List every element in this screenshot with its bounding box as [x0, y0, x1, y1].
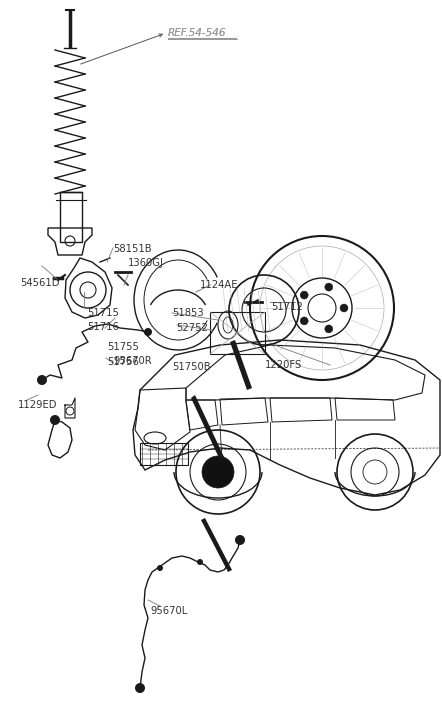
Text: 51712: 51712 — [271, 302, 303, 312]
Circle shape — [135, 683, 145, 693]
Polygon shape — [191, 395, 224, 460]
Circle shape — [202, 456, 234, 488]
Bar — [210, 312, 265, 354]
Bar — [140, 443, 188, 465]
Text: 52752: 52752 — [176, 323, 208, 333]
Text: 51715: 51715 — [87, 308, 119, 318]
Text: 1360GJ: 1360GJ — [128, 258, 164, 268]
Text: 58151B: 58151B — [113, 244, 152, 254]
Circle shape — [50, 415, 60, 425]
Text: 54561D: 54561D — [20, 278, 60, 288]
Text: 1124AE: 1124AE — [200, 280, 239, 290]
Text: 1129ED: 1129ED — [18, 400, 57, 410]
Circle shape — [340, 304, 348, 312]
Circle shape — [300, 317, 308, 325]
Polygon shape — [230, 340, 252, 390]
Circle shape — [235, 535, 245, 545]
Text: REF.54-546: REF.54-546 — [168, 28, 226, 38]
Text: 1220FS: 1220FS — [265, 360, 302, 370]
Text: 95670R: 95670R — [113, 356, 152, 366]
Polygon shape — [201, 518, 232, 572]
Circle shape — [325, 283, 333, 291]
Circle shape — [144, 328, 152, 336]
Circle shape — [325, 325, 333, 333]
Circle shape — [37, 375, 47, 385]
Text: 51853: 51853 — [172, 308, 204, 318]
Text: 95670L: 95670L — [150, 606, 187, 616]
Text: 51756: 51756 — [107, 357, 139, 367]
Circle shape — [197, 559, 203, 565]
Text: 51755: 51755 — [107, 342, 139, 352]
Circle shape — [300, 291, 308, 299]
Text: 51750B: 51750B — [172, 362, 211, 372]
Circle shape — [157, 565, 163, 571]
Text: REF.54-546: REF.54-546 — [168, 28, 226, 38]
Bar — [60, 192, 82, 242]
Text: 51716: 51716 — [87, 322, 119, 332]
